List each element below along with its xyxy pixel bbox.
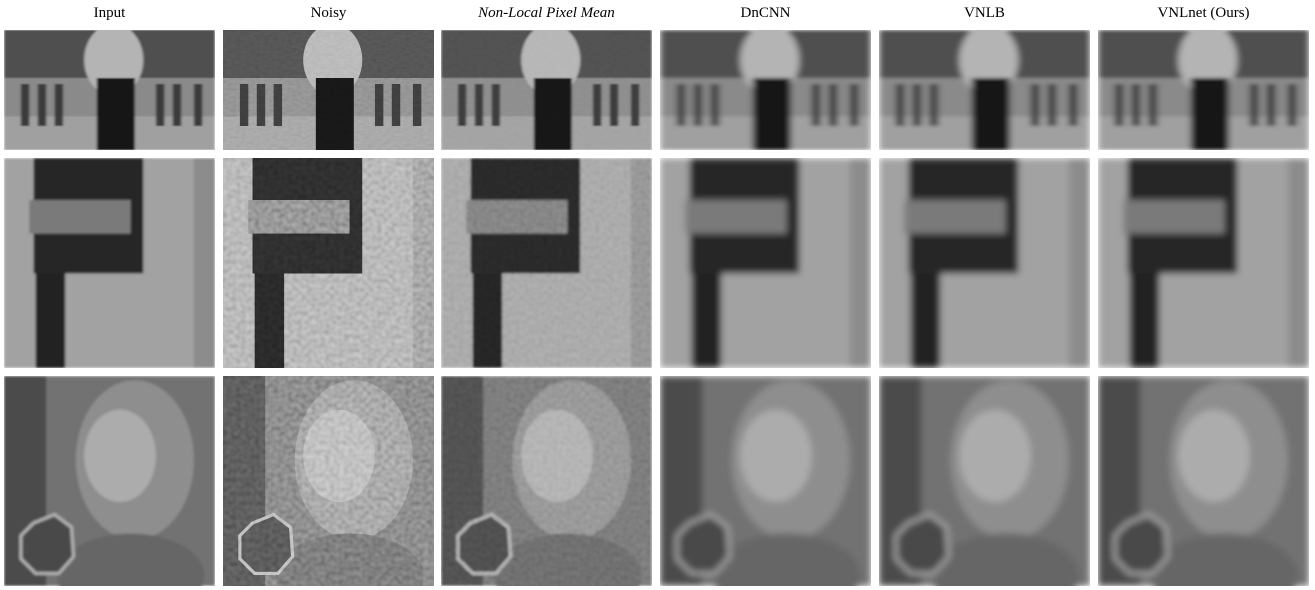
pedestrian: [850, 84, 858, 126]
scene: [1098, 158, 1309, 368]
column-header: DnCNN: [740, 5, 790, 21]
image-panel: [441, 376, 652, 590]
pedestrian: [896, 84, 904, 126]
pedestrian: [1132, 84, 1140, 126]
scene: [879, 376, 1090, 590]
pedestrian: [711, 84, 719, 126]
pedestrian: [1267, 84, 1275, 126]
image-panel: [1098, 24, 1309, 150]
scene: [4, 158, 215, 368]
pedestrian: [1048, 84, 1056, 126]
pedestrian: [173, 84, 181, 126]
pedestrian: [1149, 84, 1157, 126]
image-panel: [4, 158, 215, 368]
image-panel: [879, 376, 1090, 590]
figure: Input Noisy Non-Local Pixel Mean DnCNN VNLB V…: [0, 0, 1315, 590]
pedestrian: [829, 84, 837, 126]
pedestrian: [694, 84, 702, 126]
edge: [194, 158, 215, 368]
column-header: Noisy: [311, 5, 347, 21]
sign-text: [1123, 200, 1224, 234]
column-header: Non-Local Pixel Mean: [477, 5, 615, 21]
image-panel: [441, 158, 652, 368]
post: [692, 274, 722, 369]
image-panel: [660, 158, 871, 368]
image-panel: [879, 24, 1090, 150]
pedestrian: [913, 84, 921, 126]
image-panel: [223, 24, 434, 150]
image-panel: [660, 376, 871, 590]
sign-text: [29, 200, 130, 234]
scene: [879, 24, 1090, 150]
scene: [660, 24, 871, 150]
post: [36, 274, 66, 369]
pedestrian: [930, 84, 938, 126]
image-panel: [4, 24, 215, 150]
bag: [1191, 78, 1229, 150]
sign-text: [685, 200, 786, 234]
noise: [441, 376, 652, 586]
image-panel: [223, 158, 434, 368]
pedestrian: [812, 84, 820, 126]
image-panel: [660, 24, 871, 150]
image-panel: [879, 158, 1090, 368]
noise: [223, 376, 434, 586]
noise: [223, 158, 434, 368]
image-panel: [441, 24, 652, 150]
bag: [97, 78, 135, 150]
noise: [441, 158, 652, 368]
face: [84, 410, 156, 502]
pedestrian: [1115, 84, 1123, 126]
post: [911, 274, 941, 369]
pedestrian: [38, 84, 46, 126]
pedestrian: [156, 84, 164, 126]
bag: [972, 78, 1010, 150]
face: [1178, 410, 1250, 502]
pedestrian: [1288, 84, 1296, 126]
bag: [753, 78, 791, 150]
face: [959, 410, 1031, 502]
image-panel: [1098, 376, 1309, 590]
noise: [441, 30, 652, 150]
image-panel: [1098, 158, 1309, 368]
column-header: VNLnet (Ours): [1157, 5, 1249, 21]
post: [1130, 274, 1160, 369]
scene: [1098, 376, 1309, 590]
pedestrian: [677, 84, 685, 126]
sign-text: [904, 200, 1005, 234]
pedestrian: [194, 84, 202, 126]
scene: [1098, 24, 1309, 150]
image-panel: [4, 376, 215, 590]
column-header: Input: [94, 5, 126, 21]
edge: [1288, 158, 1309, 368]
column-header: VNLB: [964, 5, 1005, 21]
scene: [660, 376, 871, 590]
image-panel: [223, 376, 434, 590]
face: [740, 410, 812, 502]
scene: [4, 24, 215, 150]
pedestrian: [55, 84, 63, 126]
scene: [660, 158, 871, 368]
scene: [4, 376, 215, 590]
pedestrian: [1031, 84, 1039, 126]
edge: [850, 158, 871, 368]
pedestrian: [1069, 84, 1077, 126]
pedestrian: [21, 84, 29, 126]
edge: [1069, 158, 1090, 368]
page: Input Noisy Non-Local Pixel Mean DnCNN VNLB V…: [0, 0, 1315, 590]
scene: [879, 158, 1090, 368]
pedestrian: [1250, 84, 1258, 126]
noise: [223, 30, 434, 150]
